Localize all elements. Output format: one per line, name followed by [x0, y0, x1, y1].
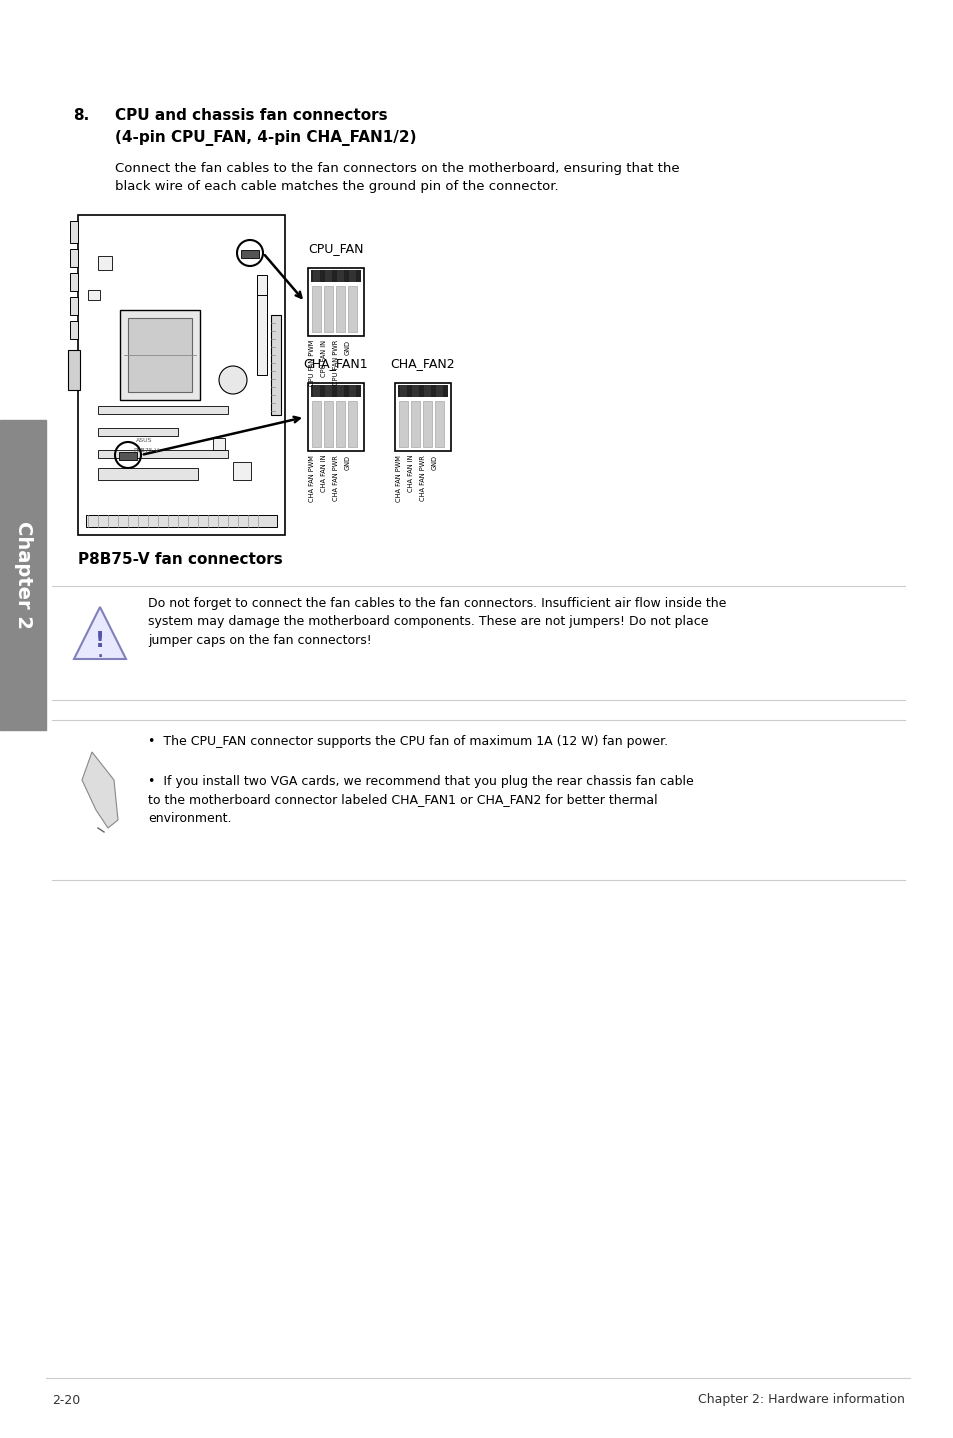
Bar: [435, 401, 443, 447]
Text: !: !: [95, 631, 105, 651]
Bar: [241, 250, 258, 257]
Bar: [336, 270, 344, 282]
Text: GND: GND: [345, 339, 351, 355]
Bar: [313, 270, 319, 282]
Text: Chapter 2: Hardware information: Chapter 2: Hardware information: [698, 1393, 904, 1406]
Bar: [70, 273, 78, 290]
Bar: [348, 286, 356, 332]
Circle shape: [219, 367, 247, 394]
Bar: [70, 249, 78, 267]
Bar: [98, 429, 178, 436]
Bar: [423, 385, 431, 397]
Text: Do not forget to connect the fan cables to the fan connectors. Insufficient air : Do not forget to connect the fan cables …: [148, 597, 725, 647]
Bar: [70, 298, 78, 315]
Text: CPU FAN PWM: CPU FAN PWM: [309, 339, 314, 387]
Bar: [78, 216, 285, 535]
Bar: [324, 286, 333, 332]
Text: black wire of each cable matches the ground pin of the connector.: black wire of each cable matches the gro…: [115, 180, 558, 193]
Text: 8.: 8.: [73, 108, 90, 124]
Bar: [411, 401, 419, 447]
Bar: [98, 467, 198, 480]
Bar: [119, 452, 137, 460]
Bar: [349, 270, 355, 282]
Bar: [335, 286, 345, 332]
Bar: [395, 383, 451, 452]
Bar: [313, 385, 319, 397]
Text: CPU_FAN: CPU_FAN: [308, 242, 363, 255]
Bar: [308, 383, 364, 452]
Text: CHA FAN PWM: CHA FAN PWM: [395, 454, 401, 502]
Text: CHA FAN PWR: CHA FAN PWR: [419, 454, 426, 500]
Bar: [308, 267, 364, 336]
Text: Chapter 2: Chapter 2: [13, 521, 32, 628]
Bar: [412, 385, 418, 397]
Bar: [398, 401, 408, 447]
Bar: [399, 385, 407, 397]
Bar: [336, 385, 344, 397]
Bar: [98, 406, 228, 414]
Bar: [128, 318, 192, 393]
Bar: [325, 385, 332, 397]
Bar: [120, 311, 200, 400]
Bar: [335, 401, 345, 447]
Text: (4-pin CPU_FAN, 4-pin CHA_FAN1/2): (4-pin CPU_FAN, 4-pin CHA_FAN1/2): [115, 129, 416, 147]
Bar: [70, 221, 78, 243]
Bar: [68, 349, 80, 390]
Bar: [256, 295, 267, 375]
Polygon shape: [74, 607, 126, 659]
Text: .: .: [97, 646, 103, 660]
Bar: [312, 401, 320, 447]
Text: ASUS: ASUS: [136, 439, 152, 443]
Bar: [88, 290, 100, 301]
Text: CHA_FAN2: CHA_FAN2: [391, 357, 455, 370]
Text: CPU and chassis fan connectors: CPU and chassis fan connectors: [115, 108, 387, 124]
Bar: [271, 315, 281, 416]
Bar: [422, 401, 432, 447]
Text: CHA FAN IN: CHA FAN IN: [320, 454, 327, 492]
Bar: [256, 275, 267, 355]
Text: CHA FAN IN: CHA FAN IN: [408, 454, 414, 492]
Bar: [98, 450, 228, 457]
Polygon shape: [82, 752, 118, 828]
Bar: [70, 321, 78, 339]
Text: Connect the fan cables to the fan connectors on the motherboard, ensuring that t: Connect the fan cables to the fan connec…: [115, 162, 679, 175]
Bar: [98, 256, 112, 270]
Text: GND: GND: [432, 454, 437, 470]
Text: CPU FAN PWR: CPU FAN PWR: [333, 339, 338, 385]
Text: •  The CPU_FAN connector supports the CPU fan of maximum 1A (12 W) fan power.: • The CPU_FAN connector supports the CPU…: [148, 735, 667, 748]
Bar: [213, 439, 225, 450]
Bar: [86, 515, 276, 526]
Text: CHA_FAN1: CHA_FAN1: [303, 357, 368, 370]
Bar: [436, 385, 442, 397]
Bar: [324, 401, 333, 447]
Bar: [349, 385, 355, 397]
Bar: [0, 420, 46, 731]
Text: CHA FAN PWR: CHA FAN PWR: [333, 454, 338, 500]
Text: P8B75-V: P8B75-V: [132, 449, 158, 453]
Text: CHA FAN PWM: CHA FAN PWM: [309, 454, 314, 502]
Text: CPU FAN IN: CPU FAN IN: [320, 339, 327, 377]
Bar: [311, 270, 360, 282]
Bar: [312, 286, 320, 332]
Text: GND: GND: [345, 454, 351, 470]
Bar: [325, 270, 332, 282]
Bar: [397, 385, 448, 397]
Text: P8B75-V fan connectors: P8B75-V fan connectors: [78, 552, 282, 567]
Text: 2-20: 2-20: [52, 1393, 80, 1406]
Bar: [311, 385, 360, 397]
Text: •  If you install two VGA cards, we recommend that you plug the rear chassis fan: • If you install two VGA cards, we recom…: [148, 775, 693, 825]
Bar: [233, 462, 251, 480]
Bar: [348, 401, 356, 447]
